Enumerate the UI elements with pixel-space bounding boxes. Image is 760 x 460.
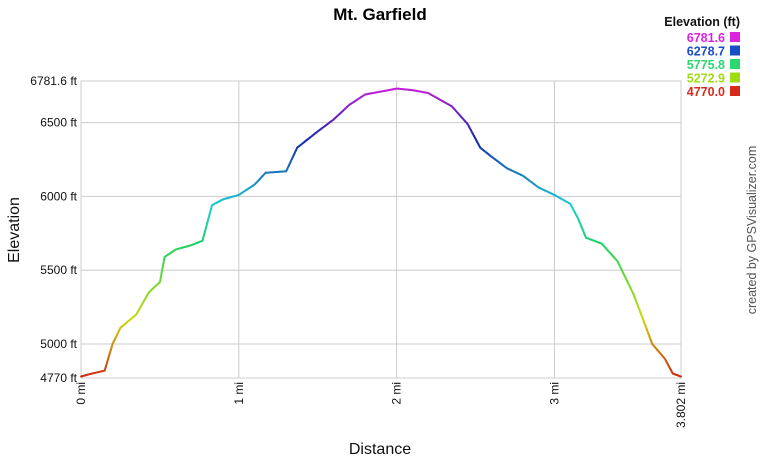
y-axis-label: Elevation <box>6 197 23 263</box>
legend-entry-label: 6278.7 <box>687 45 725 59</box>
y-tick-label: 5500 ft <box>40 263 77 277</box>
legend-swatch <box>730 45 740 56</box>
elevation-profile <box>80 87 682 378</box>
legend-swatch <box>730 59 740 69</box>
y-tick-label: 4770 ft <box>40 371 77 385</box>
legend-title: Elevation (ft) <box>664 15 740 29</box>
legend-entry-label: 4770.0 <box>687 85 725 99</box>
x-axis-ticks: 0 mi 1 mi 2 mi 3 mi 3.802 mi <box>74 382 688 428</box>
legend-entry-label: 6781.6 <box>687 31 725 45</box>
y-axis-ticks: 4770 ft 5000 ft 5500 ft 6000 ft 6500 ft 6781.… <box>30 74 77 385</box>
color-legend: Elevation (ft) 6781.66278.75775.85272.94… <box>664 15 740 99</box>
legend-swatch <box>730 72 740 83</box>
y-tick-label: 6500 ft <box>40 116 77 130</box>
chart-title: Mt. Garfield <box>333 5 427 24</box>
x-tick-label: 0 mi <box>74 382 88 405</box>
legend-entry-label: 5775.8 <box>687 58 725 72</box>
y-tick-label: 6781.6 ft <box>30 74 77 88</box>
x-tick-label: 2 mi <box>390 382 404 405</box>
x-tick-label: 3 mi <box>547 382 561 405</box>
x-tick-label: 1 mi <box>232 382 246 405</box>
plot-frame <box>80 80 682 379</box>
legend-swatch <box>730 86 740 96</box>
y-tick-label: 5000 ft <box>40 337 77 351</box>
legend-swatch <box>730 32 740 42</box>
y-tick-label: 6000 ft <box>40 189 77 203</box>
grid <box>80 80 682 379</box>
x-axis-label: Distance <box>349 441 411 458</box>
credit-text: created by GPSVisualizer.com <box>745 146 759 315</box>
legend-entry-label: 5272.9 <box>687 72 725 86</box>
x-tick-label: 3.802 mi <box>674 382 688 428</box>
